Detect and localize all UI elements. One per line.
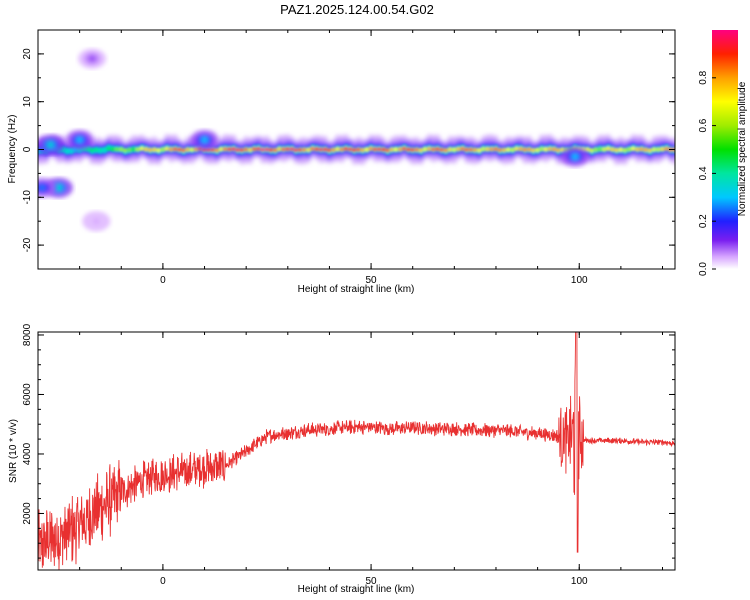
x-tick-label: 50 [366, 576, 378, 587]
spectral-feature [38, 177, 57, 198]
spectrogram-image [38, 48, 675, 232]
colorbar-tick-label: 0.2 [698, 214, 709, 228]
y-tick-label: 4000 [22, 442, 33, 465]
snr-panel: 0 50 100 2000 4000 6000 8000 Height of straig… [8, 323, 676, 595]
spectrogram-panel: 0 50 100 -20 -10 0 10 20 Height of straight li… [7, 29, 676, 295]
snr-x-ticks: 0 50 100 [37, 332, 664, 587]
ridge-core [38, 144, 675, 155]
spectrogram-y-label: Frequency (Hz) [7, 115, 18, 184]
spectral-feature [82, 211, 111, 232]
y-tick-label: 8000 [22, 323, 33, 346]
snr-y-ticks: 2000 4000 6000 8000 [22, 323, 675, 559]
x-tick-label: 0 [160, 275, 166, 286]
y-tick-label: 10 [22, 96, 33, 108]
colorbar-gradient [712, 30, 738, 269]
spectrogram-y-ticks: -20 -10 0 10 20 [22, 29, 675, 270]
snr-frame [37, 331, 676, 571]
figure-title: PAZ1.2025.124.00.54.G02 [280, 2, 434, 17]
spectral-feature [561, 146, 590, 167]
colorbar-tick-label: 0.4 [698, 166, 709, 180]
snr-x-label: Height of straight line (km) [298, 584, 415, 595]
x-tick-label: 50 [366, 275, 378, 286]
x-tick-label: 100 [571, 576, 588, 587]
colorbar-ticks: 0.0 0.2 0.4 0.6 0.8 [698, 70, 716, 276]
spectral-feature [38, 134, 65, 155]
colorbar-tick-label: 0.8 [698, 70, 709, 84]
spectral-feature [190, 129, 219, 150]
snr-series-line [38, 332, 675, 570]
spectral-feature [65, 129, 94, 150]
y-tick-label: 20 [22, 48, 33, 60]
x-tick-label: 100 [571, 275, 588, 286]
spectrogram-x-label: Height of straight line (km) [298, 284, 415, 295]
y-tick-label: -10 [22, 190, 33, 205]
colorbar-tick-label: 0.6 [698, 118, 709, 132]
y-tick-label: 6000 [22, 383, 33, 406]
colorbar-tick-label: 0.0 [698, 262, 709, 276]
colorbar: 0.0 0.2 0.4 0.6 0.8 Normalized spectral ampl… [698, 30, 748, 276]
x-tick-label: 0 [160, 576, 166, 587]
snr-y-label: SNR (10 * v/v) [8, 419, 19, 483]
colorbar-label: Normalized spectral amplitude [737, 81, 748, 216]
y-tick-label: -20 [22, 237, 33, 252]
y-tick-label: 2000 [22, 502, 33, 525]
spectral-feature [78, 48, 107, 69]
spectrogram-x-ticks: 0 50 100 [37, 30, 664, 286]
y-tick-label: 0 [22, 146, 33, 152]
